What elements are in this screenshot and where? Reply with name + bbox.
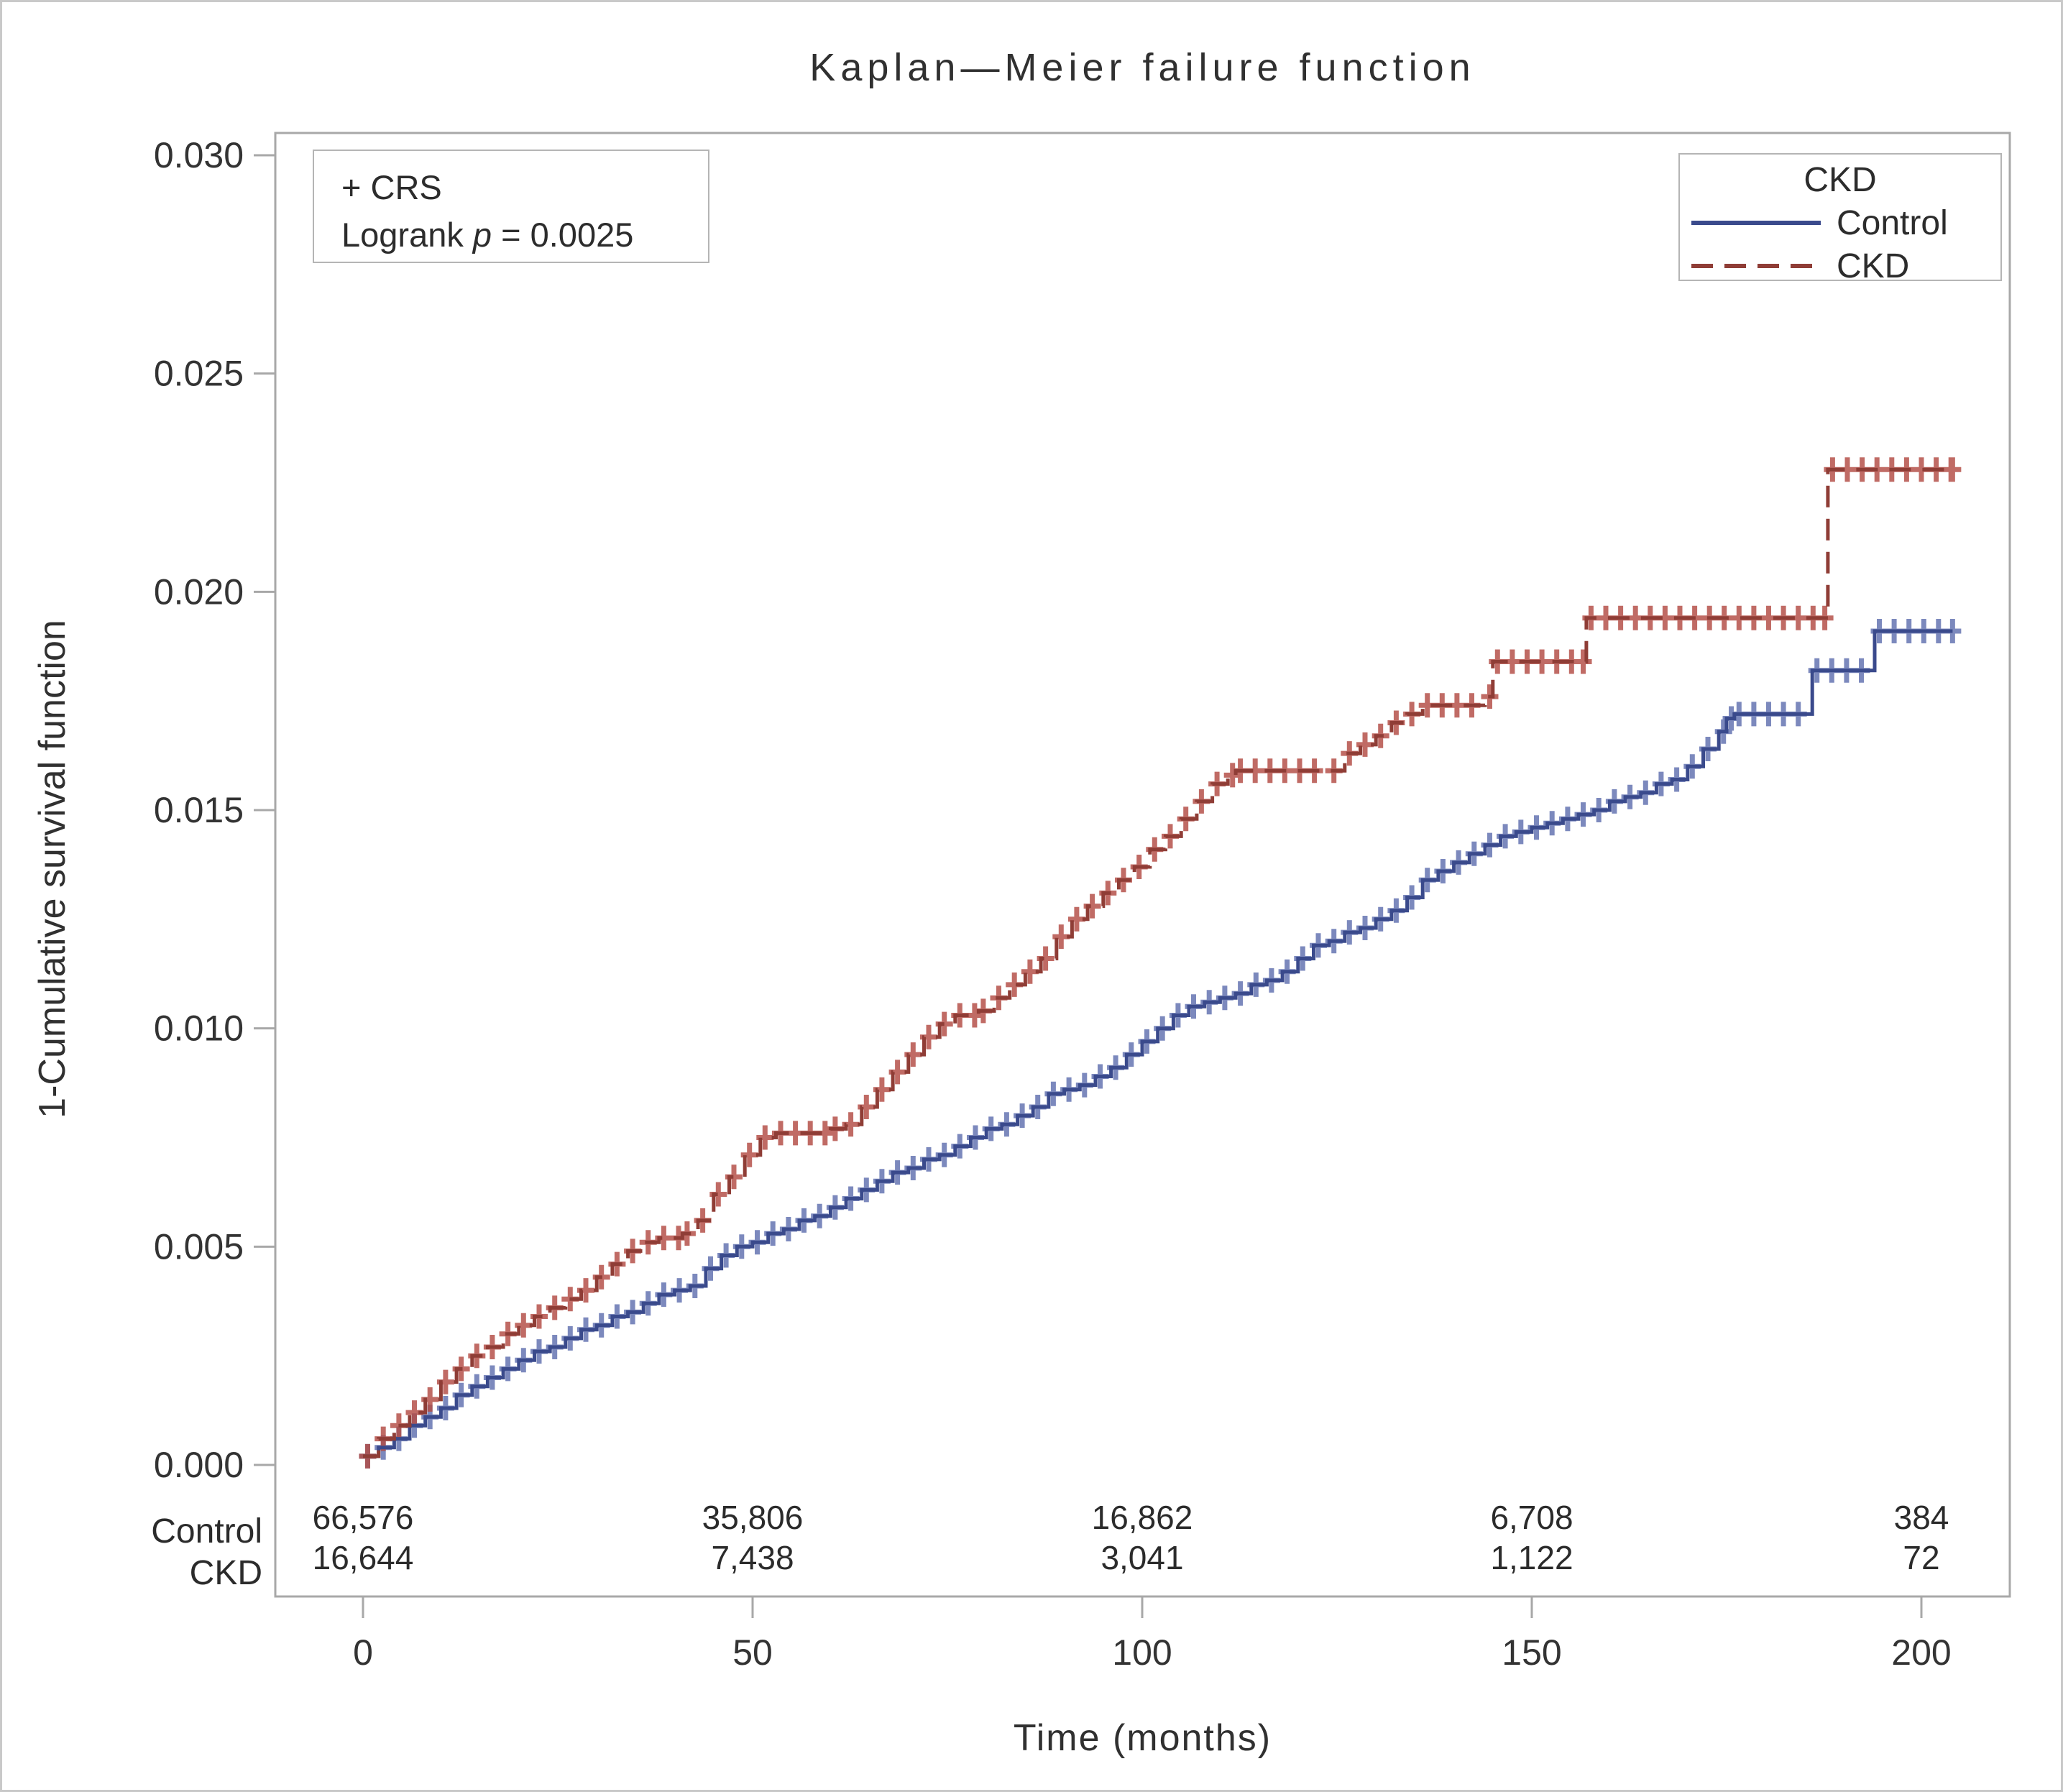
at-risk-value: 16,644 (313, 1539, 414, 1576)
at-risk-row-label: CKD (190, 1554, 262, 1592)
at-risk-value: 66,576 (313, 1499, 414, 1536)
legend: CKD Control CKD (1678, 153, 2002, 285)
at-risk-value: 1,122 (1490, 1539, 1573, 1576)
at-risk-value: 35,806 (702, 1499, 804, 1536)
censor-symbol-note: + CRS (341, 168, 442, 206)
at-risk-value: 6,708 (1490, 1499, 1573, 1536)
x-axis-title: Time (months) (1013, 1717, 1272, 1759)
y-tick-label: 0.015 (154, 790, 244, 830)
at-risk-value: 384 (1894, 1499, 1949, 1536)
chart-title: Kaplan—Meier failure function (809, 46, 1476, 89)
logrank-line: Logrank p = 0.0025 (341, 216, 634, 254)
ckd-line-sample (1691, 264, 1821, 268)
y-tick-label: 0.000 (154, 1445, 244, 1485)
at-risk-value: 16,862 (1092, 1499, 1193, 1536)
y-tick-label: 0.005 (154, 1226, 244, 1267)
y-axis-title: 1-Cumulative survival function (32, 620, 73, 1118)
x-tick-label: 100 (1112, 1632, 1172, 1673)
at-risk-row-label: Control (151, 1512, 262, 1550)
y-tick-label: 0.025 (154, 354, 244, 394)
control-line-sample (1691, 221, 1821, 225)
y-tick-label: 0.030 (154, 135, 244, 175)
x-tick-label: 0 (353, 1632, 373, 1673)
at-risk-value: 3,041 (1101, 1539, 1183, 1576)
p-symbol: p (472, 216, 492, 254)
y-tick-label: 0.010 (154, 1008, 244, 1049)
control-censor-marks (359, 619, 1962, 1469)
ckd-curve (363, 467, 1953, 1458)
legend-title: CKD (1804, 161, 1877, 199)
at-risk-value: 72 (1903, 1539, 1939, 1576)
x-tick-label: 200 (1891, 1632, 1951, 1673)
legend-label-ckd: CKD (1837, 247, 1910, 285)
control-curve (363, 629, 1953, 1458)
logrank-annotation-box: + CRS Logrank p = 0.0025 (313, 150, 709, 263)
legend-label-control: Control (1837, 203, 1948, 242)
at-risk-value: 7,438 (711, 1539, 794, 1576)
x-tick-label: 50 (732, 1632, 773, 1673)
legend-row-ckd: CKD (1680, 246, 2000, 286)
y-tick-label: 0.020 (154, 571, 244, 612)
legend-row-control: Control (1680, 203, 2000, 243)
x-tick-label: 150 (1502, 1632, 1561, 1673)
